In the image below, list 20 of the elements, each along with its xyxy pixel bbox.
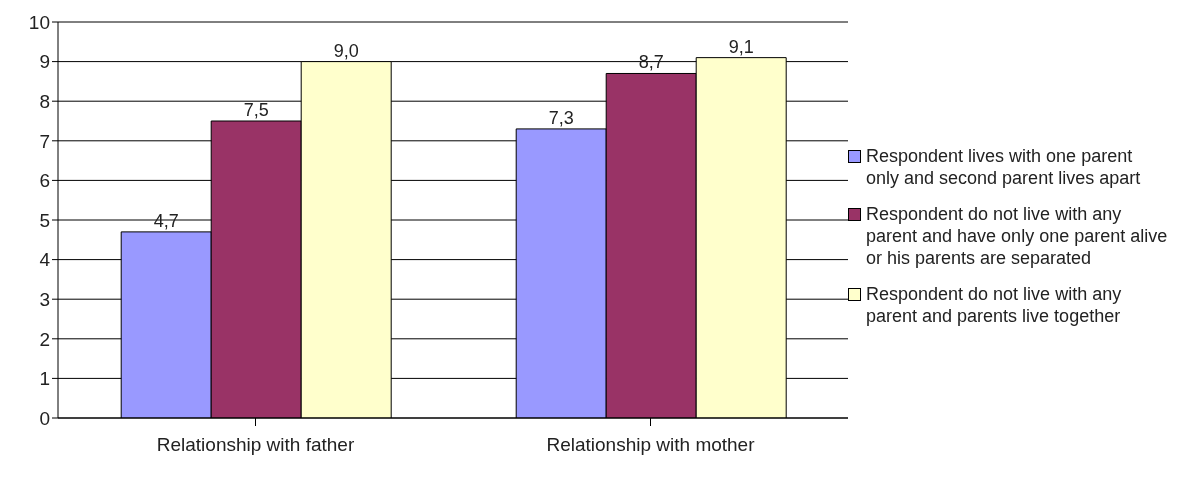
y-tick-label: 5 <box>39 209 50 231</box>
y-tick-label: 4 <box>39 249 51 271</box>
x-tick-label: Relationship with mother <box>546 434 756 456</box>
data-label: 7,3 <box>548 107 574 128</box>
y-tick-label: 8 <box>39 90 50 112</box>
y-tick-label: 2 <box>39 328 50 350</box>
y-tick-label: 0 <box>39 407 50 429</box>
y-tick-label: 7 <box>39 130 50 152</box>
legend-label: Respondent do not live with any parent and have only one parent alive or his parents are separated <box>866 203 1168 269</box>
data-label: 9,0 <box>333 40 359 61</box>
y-tick-label: 10 <box>28 11 50 33</box>
y-tick-label: 1 <box>39 368 50 390</box>
legend-label: Respondent lives with one parent only and second parent lives apart <box>866 145 1142 189</box>
data-label: 9,1 <box>728 36 754 57</box>
x-tick-label: Relationship with father <box>156 434 355 456</box>
y-tick-label: 3 <box>39 288 50 310</box>
legend-label: Respondent do not live with any parent and parents live together <box>866 283 1123 327</box>
y-tick-label: 9 <box>39 51 50 73</box>
y-tick-label: 6 <box>39 170 50 192</box>
data-label: 7,5 <box>243 100 269 120</box>
